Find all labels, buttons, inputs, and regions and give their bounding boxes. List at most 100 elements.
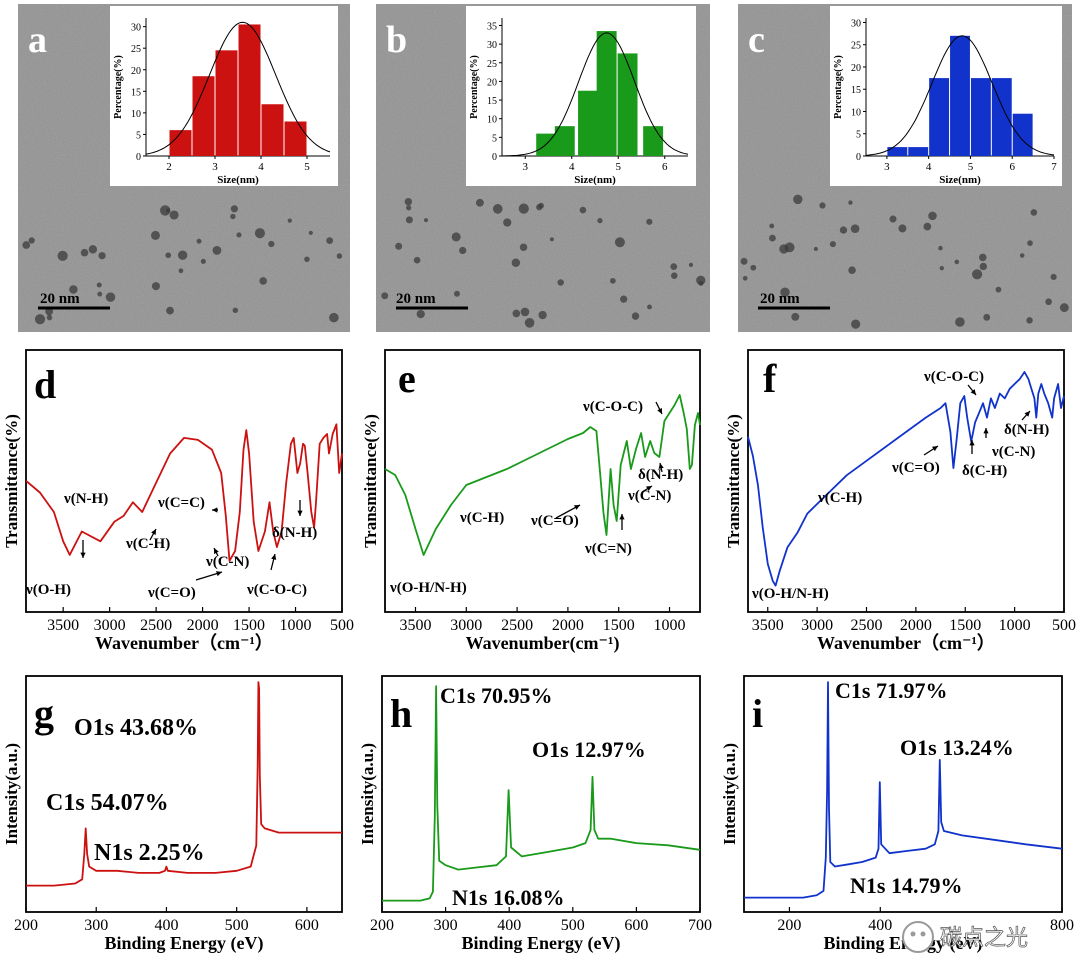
ftir-f-label-dnh: δ(N-H) [1004, 422, 1049, 438]
x-axis-label: Wavenumber（cm⁻¹） [95, 633, 273, 653]
y-axis-label: Intensity(a.u.) [720, 743, 739, 845]
y-axis-label: Intensity(a.u.) [2, 743, 21, 845]
histogram-bar [1012, 113, 1033, 156]
histogram-x-tick-label: 5 [616, 161, 622, 173]
nanoparticle-dot [698, 280, 704, 286]
ftir-f-label-coc: ν(C-O-C) [923, 369, 984, 385]
ftir-e-label-oh: ν(O-H/N-H) [389, 580, 467, 596]
ftir-f-label-cn: ν(C-N) [991, 444, 1035, 460]
xps-i-n1s-label: N1s [850, 873, 886, 898]
watermark-icon [902, 921, 934, 953]
nanoparticle-dot [69, 285, 78, 294]
x-tick-label: 400 [154, 917, 178, 934]
nanoparticle-dot [750, 264, 757, 271]
nanoparticle-dot [769, 234, 776, 242]
svg-text:N1s 16.08%: N1s 16.08% [452, 885, 564, 910]
nanoparticle-dot [850, 224, 860, 234]
nanoparticle-dot [268, 240, 275, 248]
xps-g-n1s-label: N1s [94, 840, 133, 866]
nanoparticle-dot [620, 295, 628, 303]
panel-letter-e: e [398, 356, 416, 401]
xps-g-c1s-label: C1s [46, 790, 85, 816]
xps-h-o1s-label: O1s [532, 737, 569, 762]
histogram-y-label: Percentage(%) [469, 55, 480, 119]
histogram-bar [554, 126, 575, 156]
nanoparticle-dot [813, 246, 818, 252]
nanoparticle-dot [829, 241, 836, 248]
plots-layer: 3500 3000 2500 2000 1500 1000 500 Wavenumber（cm… [2, 349, 1076, 954]
x-tick-label: 200 [370, 917, 394, 934]
nanoparticle-dot [46, 314, 53, 321]
ftir-e-label-cn: ν(C-N) [627, 488, 671, 504]
nanoparticle-dot [405, 216, 413, 224]
nanoparticle-dot [177, 250, 188, 260]
nanoparticle-dot [848, 266, 856, 275]
series-line [747, 371, 1065, 587]
x-tick-label: 2000 [187, 617, 219, 634]
plot-f: 3500 3000 2500 2000 1500 1000 500 Wavenumber（cm… [724, 349, 1076, 653]
histogram-bar [284, 121, 307, 156]
scale-bar-label-c: 20 nm [760, 291, 800, 307]
x-tick-label: 2000 [900, 617, 932, 634]
nanoparticle-dot [96, 282, 102, 288]
nanoparticle-dot [423, 218, 429, 223]
plot-frame [381, 675, 701, 913]
nanoparticle-dot [230, 213, 236, 220]
nanoparticle-dot [1050, 273, 1057, 281]
histogram-x-tick-label: 6 [662, 161, 668, 173]
x-tick-label: 1000 [999, 617, 1031, 634]
ftir-f-label-oh: ν(O-H/N-H) [751, 586, 829, 602]
nanoparticle-dot [819, 202, 826, 209]
x-tick-label: 400 [868, 917, 892, 934]
nanoparticle-dot [165, 252, 172, 259]
annotation-arrowhead [214, 548, 219, 554]
nanoparticle-dot [416, 309, 425, 319]
nanoparticle-dot [304, 256, 310, 263]
nanoparticle-dot [159, 205, 171, 216]
histogram-y-tick-label: 15 [131, 87, 141, 98]
histogram-y-tick-label: 5 [856, 130, 861, 141]
histogram-bar [970, 78, 991, 156]
nanoparticle-dot [196, 238, 202, 244]
nanoparticle-dot [512, 309, 521, 318]
ftir-d-label-coc: ν(C-O-C) [246, 582, 307, 598]
x-tick-label: 2500 [140, 617, 172, 634]
histogram-x-label: Size(nm) [217, 174, 259, 186]
x-tick-label: 600 [295, 917, 319, 934]
ftir-d-label-cn: ν(C-N) [205, 554, 249, 570]
histogram-y-tick-label: 15 [487, 96, 497, 107]
xps-i-n1s-percent: 14.79% [891, 873, 963, 898]
ftir-e-label-dnh: δ(N-H) [638, 467, 683, 483]
nanoparticle-dot [22, 241, 31, 249]
ftir-e-label-co: ν(C=O) [530, 513, 579, 529]
xps-h-c1s-label: C1s [440, 683, 476, 708]
histogram-y-tick-label: 10 [131, 109, 141, 120]
histogram-y-tick-label: 35 [487, 21, 497, 32]
nanoparticle-dot [326, 237, 334, 244]
nanoparticle-dot [453, 290, 460, 297]
nanoparticle-dot [236, 232, 242, 238]
annotation-arrowhead [657, 408, 662, 414]
x-tick-label: 2500 [851, 617, 883, 634]
x-tick-label: 200 [14, 917, 38, 934]
nanoparticle-dot [28, 237, 35, 244]
nanoparticle-dot [406, 205, 412, 211]
histogram-x-tick-label: 3 [523, 161, 529, 173]
nanoparticle-dot [166, 306, 174, 315]
x-tick-label: 800 [1050, 917, 1074, 934]
ftir-d-label-cc: ν(C=C) [157, 495, 205, 511]
annotation-arrowhead [574, 505, 580, 510]
plot-frame [743, 675, 1063, 913]
tem-image-b: 3 4 5 6 0 5 10 15 20 25 30 35 Size(nm) Percentage(%) [376, 4, 710, 332]
nanoparticle-dot [848, 200, 853, 205]
nanoparticle-dot [254, 228, 265, 239]
nanoparticle-dot [688, 262, 694, 267]
histogram-bar [929, 78, 950, 156]
nanoparticle-dot [536, 204, 543, 211]
nanoparticle-dot [336, 253, 343, 259]
x-tick-label: 3500 [752, 617, 784, 634]
nanoparticle-dot [518, 203, 529, 214]
nanoparticle-dot [851, 319, 861, 329]
histogram-bar [950, 35, 970, 156]
